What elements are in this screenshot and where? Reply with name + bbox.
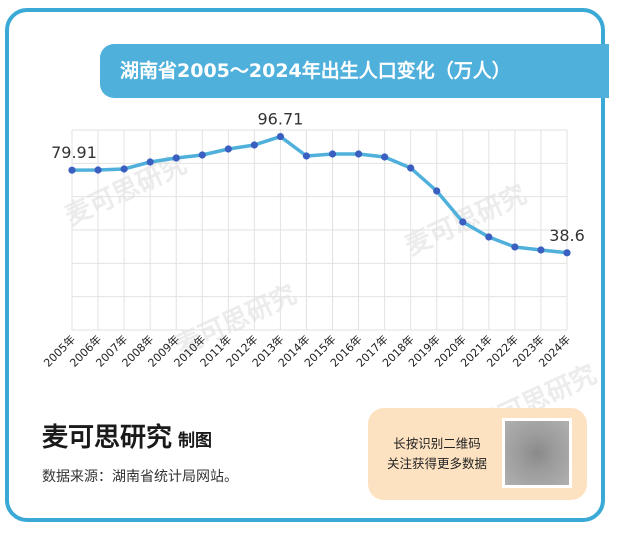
data-point [381,153,389,161]
data-point [407,164,415,172]
series-line [71,134,568,255]
qr-code-image[interactable] [502,418,572,488]
chart-title: 湖南省2005～2024年出生人口变化（万人） [100,44,609,98]
data-label: 38.6 [549,226,585,245]
qr-line-1: 长按识别二维码 [393,436,481,451]
data-point [485,233,493,241]
data-point [172,154,180,162]
qr-line-2: 关注获得更多数据 [386,456,487,471]
data-point [224,145,232,153]
data-point [302,152,311,160]
data-point [120,165,128,173]
data-point [537,246,545,254]
data-point [328,150,337,158]
data-label: 79.91 [51,143,97,162]
x-tick-labels: 2005年2006年2007年2008年2009年2010年2011年2012年… [41,332,573,369]
brand: 麦可思研究 制图 [42,417,212,454]
data-point [94,166,102,174]
data-point [250,141,258,149]
qr-promo: 长按识别二维码 关注获得更多数据 [368,408,587,500]
data-label: 96.71 [258,110,304,129]
data-point [459,218,467,226]
brand-name: 麦可思研究 [42,423,173,453]
data-point [511,243,519,251]
data-point [354,150,363,158]
data-point [198,151,206,159]
data-point [563,249,571,257]
data-source: 数据来源：湖南省统计局网站。 [42,469,238,485]
brand-suffix: 制图 [178,431,213,451]
data-point [433,187,441,195]
qr-text: 长按识别二维码 关注获得更多数据 [378,434,496,474]
series-points [68,132,571,257]
data-point [146,158,154,166]
chart-grid [71,129,568,331]
data-point [276,132,285,141]
data-point [68,166,76,174]
data-labels: 79.91 96.71 38.6 [51,110,585,245]
